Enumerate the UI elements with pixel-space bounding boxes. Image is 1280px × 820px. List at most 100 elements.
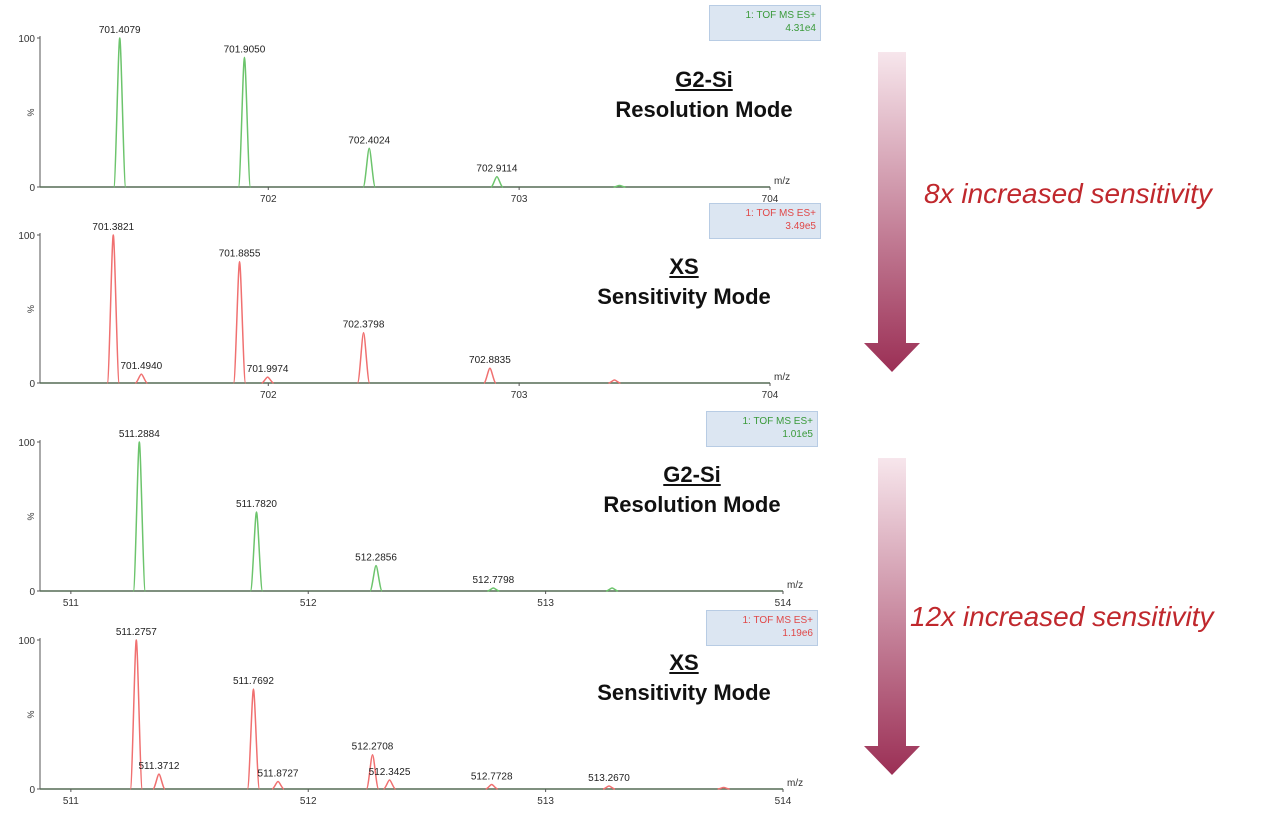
peak-label: 511.2884 <box>119 429 160 440</box>
peak-label: 702.4024 <box>348 135 390 146</box>
peak-label: 701.3821 <box>92 222 134 233</box>
mode-label: G2-Si Resolution Mode <box>562 460 822 520</box>
x-tick-label: 511 <box>63 598 79 609</box>
spectrum-peak <box>129 639 144 790</box>
spectrum-peak <box>261 376 274 384</box>
spectrum-info-box: 1: TOF MS ES+ 3.49e5 <box>709 203 821 239</box>
x-axis-label: m/z <box>787 580 803 591</box>
spectrum-peak <box>249 511 264 592</box>
y-tick-label: 100 <box>18 34 35 45</box>
mode-name: Resolution Mode <box>603 492 781 517</box>
spectrum-peak <box>483 367 497 384</box>
y-axis-label: % <box>26 710 36 718</box>
spectrum-peak <box>232 260 247 384</box>
y-tick-label: 0 <box>29 183 35 194</box>
x-axis-label: m/z <box>774 176 790 187</box>
info-line: 1: TOF MS ES+ <box>742 615 814 626</box>
peak-label: 701.8855 <box>219 249 261 260</box>
spectrum-peak <box>613 184 626 188</box>
x-tick-label: 703 <box>511 390 528 401</box>
spectrum-peak <box>717 786 730 790</box>
spectrum-peak <box>369 564 383 592</box>
info-line: 1: TOF MS ES+ <box>745 10 817 21</box>
mode-label: XS Sensitivity Mode <box>554 648 814 708</box>
peak-label: 512.3425 <box>369 767 411 778</box>
spectrum-peak <box>113 37 127 188</box>
spectrum-panel: 0 100% 511 512 513 514 m/z 511.2757 511.3712 511.… <box>18 627 803 807</box>
y-tick-label: 0 <box>29 587 35 598</box>
x-axis-label: m/z <box>787 778 803 789</box>
spectrum-info-box: 1: TOF MS ES+ 1.19e6 <box>706 610 818 646</box>
x-tick-label: 704 <box>762 194 779 205</box>
spectrum-panel: 0 100% 511 512 513 514 m/z 511.2884 511.7820 512.… <box>18 429 803 609</box>
mode-name: Sensitivity Mode <box>597 680 771 705</box>
y-tick-label: 0 <box>29 785 35 796</box>
peak-label: 512.7728 <box>471 772 513 783</box>
peak-label: 511.3712 <box>138 761 179 772</box>
peak-label: 701.4079 <box>99 25 141 36</box>
spectrum-peak <box>365 753 380 790</box>
peak-label: 511.7820 <box>236 499 277 510</box>
instrument-name: XS <box>669 254 699 279</box>
peak-label: 702.8835 <box>469 355 511 366</box>
spectrum-info-box: 1: TOF MS ES+ 4.31e4 <box>709 5 821 41</box>
spectrum-peak <box>362 147 376 188</box>
peak-label: 701.9974 <box>247 364 289 375</box>
sensitivity-gain-label: 12x increased sensitivity <box>910 601 1214 632</box>
down-arrow-icon <box>864 52 920 372</box>
spectrum-peak <box>106 234 121 384</box>
spectrum-peak <box>487 587 500 592</box>
peak-label: 513.2670 <box>588 773 630 784</box>
y-axis-label: % <box>26 512 36 520</box>
mode-label: XS Sensitivity Mode <box>554 252 814 312</box>
spectrum-info-box: 1: TOF MS ES+ 1.01e5 <box>706 411 818 447</box>
peak-label: 512.7798 <box>472 575 514 586</box>
spectrum-peak <box>271 780 285 790</box>
y-tick-label: 0 <box>29 379 35 390</box>
x-tick-label: 512 <box>300 796 317 807</box>
intensity-value: 4.31e4 <box>785 23 816 34</box>
x-axis-label: m/z <box>774 372 790 383</box>
x-tick-label: 702 <box>260 194 277 205</box>
intensity-value: 1.19e6 <box>782 628 813 639</box>
info-line: 1: TOF MS ES+ <box>745 208 817 219</box>
down-arrow-icon <box>864 458 920 775</box>
peak-label: 511.2757 <box>116 627 157 638</box>
x-tick-label: 514 <box>775 796 792 807</box>
mode-label: G2-Si Resolution Mode <box>574 65 834 125</box>
y-axis-label: % <box>26 108 36 116</box>
intensity-value: 1.01e5 <box>782 429 813 440</box>
spectrum-peak <box>132 441 147 592</box>
instrument-name: G2-Si <box>675 67 733 92</box>
y-tick-label: 100 <box>18 636 35 647</box>
peak-label: 702.3798 <box>343 320 385 331</box>
spectrum-panel: 0 100% 702 703 704 m/z 701.3821 701.4940 701.885… <box>18 222 790 401</box>
mode-name: Sensitivity Mode <box>597 284 771 309</box>
spectrum-peak <box>485 783 498 790</box>
spectrum-peak <box>152 773 166 790</box>
info-line: 1: TOF MS ES+ <box>742 416 814 427</box>
x-tick-label: 703 <box>511 194 528 205</box>
y-tick-label: 100 <box>18 231 35 242</box>
x-tick-label: 513 <box>537 598 554 609</box>
spectrum-peak <box>135 373 148 384</box>
peak-label: 512.2856 <box>355 553 397 564</box>
peak-label: 511.8727 <box>258 769 299 780</box>
instrument-name: G2-Si <box>663 462 721 487</box>
sensitivity-gain-label: 8x increased sensitivity <box>924 178 1212 209</box>
spectrum-panel: 0 100% 702 703 704 m/z 701.4079 701.9050 702.402… <box>18 25 790 205</box>
x-tick-label: 511 <box>63 796 79 807</box>
spectrum-peak <box>383 779 396 790</box>
peak-label: 701.4940 <box>120 361 162 372</box>
x-tick-label: 704 <box>762 390 779 401</box>
instrument-name: XS <box>669 650 699 675</box>
peak-label: 511.7692 <box>233 676 274 687</box>
spectrum-peak <box>246 688 261 790</box>
x-tick-label: 702 <box>260 390 277 401</box>
spectrum-peak <box>608 379 621 384</box>
intensity-value: 3.49e5 <box>785 221 816 232</box>
peak-label: 702.9114 <box>476 164 517 175</box>
peak-label: 701.9050 <box>224 44 266 55</box>
mode-name: Resolution Mode <box>615 97 793 122</box>
